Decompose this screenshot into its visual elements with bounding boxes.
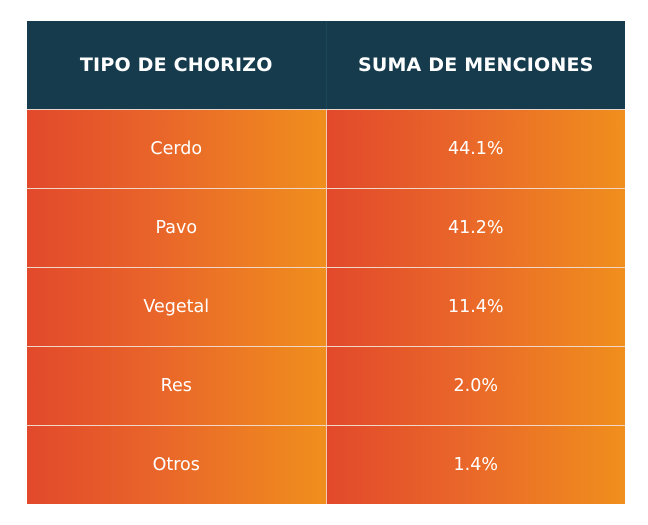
cell-suma: 1.4% <box>326 426 625 504</box>
cell-suma: 2.0% <box>326 347 625 425</box>
table-row: Vegetal 11.4% <box>27 267 625 346</box>
cell-tipo: Vegetal <box>27 268 327 346</box>
cell-tipo: Otros <box>27 426 327 504</box>
cell-suma: 41.2% <box>326 189 625 267</box>
cell-tipo: Pavo <box>27 189 327 267</box>
cell-suma: 44.1% <box>326 110 625 188</box>
table-row: Cerdo 44.1% <box>27 110 625 188</box>
mentions-table: TIPO DE CHORIZO SUMA DE MENCIONES Cerdo … <box>27 21 625 504</box>
cell-tipo: Cerdo <box>27 110 327 188</box>
table-row: Pavo 41.2% <box>27 188 625 267</box>
table-row: Res 2.0% <box>27 346 625 425</box>
header-cell-tipo: TIPO DE CHORIZO <box>27 21 327 109</box>
cell-suma: 11.4% <box>326 268 625 346</box>
table-header-row: TIPO DE CHORIZO SUMA DE MENCIONES <box>27 21 625 110</box>
cell-tipo: Res <box>27 347 327 425</box>
table-row: Otros 1.4% <box>27 425 625 504</box>
header-cell-suma: SUMA DE MENCIONES <box>357 54 594 76</box>
table-body: Cerdo 44.1% Pavo 41.2% Vegetal 11.4% Res… <box>27 110 625 504</box>
